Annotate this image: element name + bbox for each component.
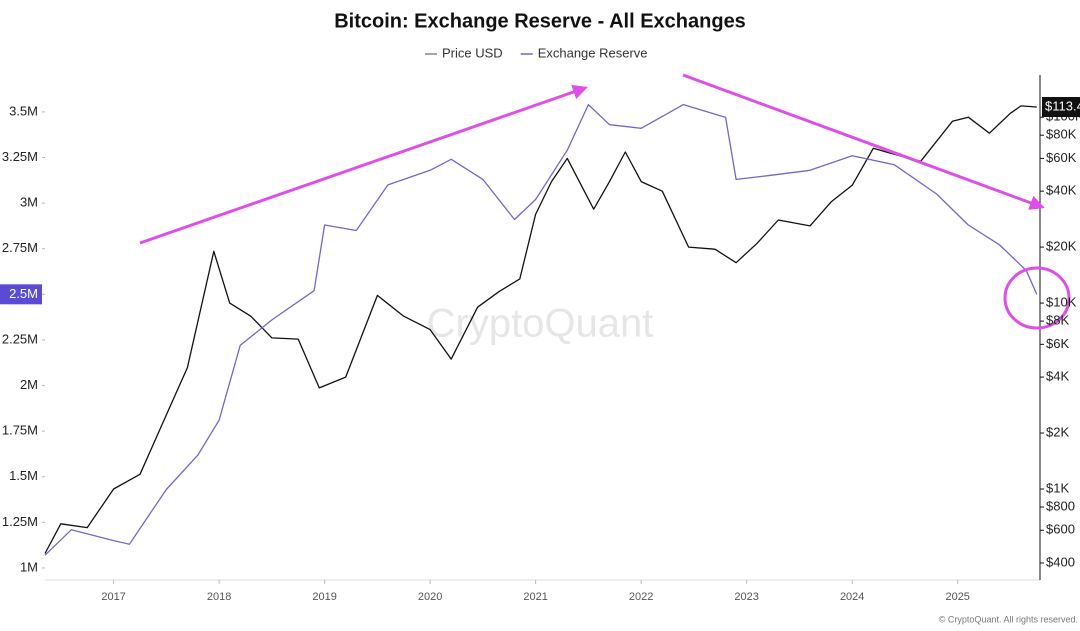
y-tick-label: 2.75M [2,240,38,255]
current-value-box [0,284,42,305]
copyright: © CryptoQuant. All rights reserved. [939,614,1078,624]
y-tick-label: 1.5M [9,468,38,483]
y-tick-label: 1M [20,559,38,574]
series-line [44,103,1038,556]
x-tick-label: 2022 [629,591,653,603]
x-tick-label: 2021 [523,591,547,603]
y-tick-label: 3.25M [2,149,38,164]
y2-tick-label: $600 [1046,522,1075,537]
y-tick-label: 1.75M [2,423,38,438]
y2-tick-label: $1K [1046,480,1069,495]
y2-tick-label: $20K [1046,239,1077,254]
current-value-label: $113.4K [1045,98,1080,113]
y2-tick-label: $8K [1046,313,1069,328]
y2-tick-label: $4K [1046,369,1069,384]
annotation-arrow [139,84,588,245]
x-tick-label: 2023 [734,591,758,603]
y2-tick-label: $6K [1046,336,1069,351]
annotation-circle [1003,266,1071,330]
plot [44,103,1038,556]
x-tick-label: 2025 [945,591,969,603]
watermark: CryptoQuant [427,302,654,346]
y2-tick-label: $800 [1046,498,1075,513]
y2-tick-label: $60K [1046,150,1077,165]
y-tick-label: 2M [20,377,38,392]
y2-tick-label: $80K [1046,127,1077,142]
series-line [44,105,1037,554]
x-tick-label: 2018 [207,591,231,603]
legend-label: Price USD [442,45,503,60]
x-tick-label: 2020 [418,591,442,603]
current-value-label: 2.5M [9,286,38,301]
y-tick-label: 3.5M [9,103,38,118]
current-value-box [1042,97,1080,118]
y2-tick-label: $10K [1046,295,1077,310]
x-tick-label: 2019 [312,591,336,603]
x-tick-label: 2017 [101,591,125,603]
y-tick-label: 2.25M [2,331,38,346]
y2-tick-label: $40K [1046,183,1077,198]
legend-label: Exchange Reserve [538,45,648,60]
y2-tick-label: $400 [1046,554,1075,569]
annotation-arrow [682,73,1045,210]
y-tick-label: 1.25M [2,514,38,529]
x-tick-label: 2024 [840,591,864,603]
chart-title: Bitcoin: Exchange Reserve - All Exchange… [334,10,746,32]
y2-tick-label: $2K [1046,424,1069,439]
y-tick-label: 3M [20,195,38,210]
